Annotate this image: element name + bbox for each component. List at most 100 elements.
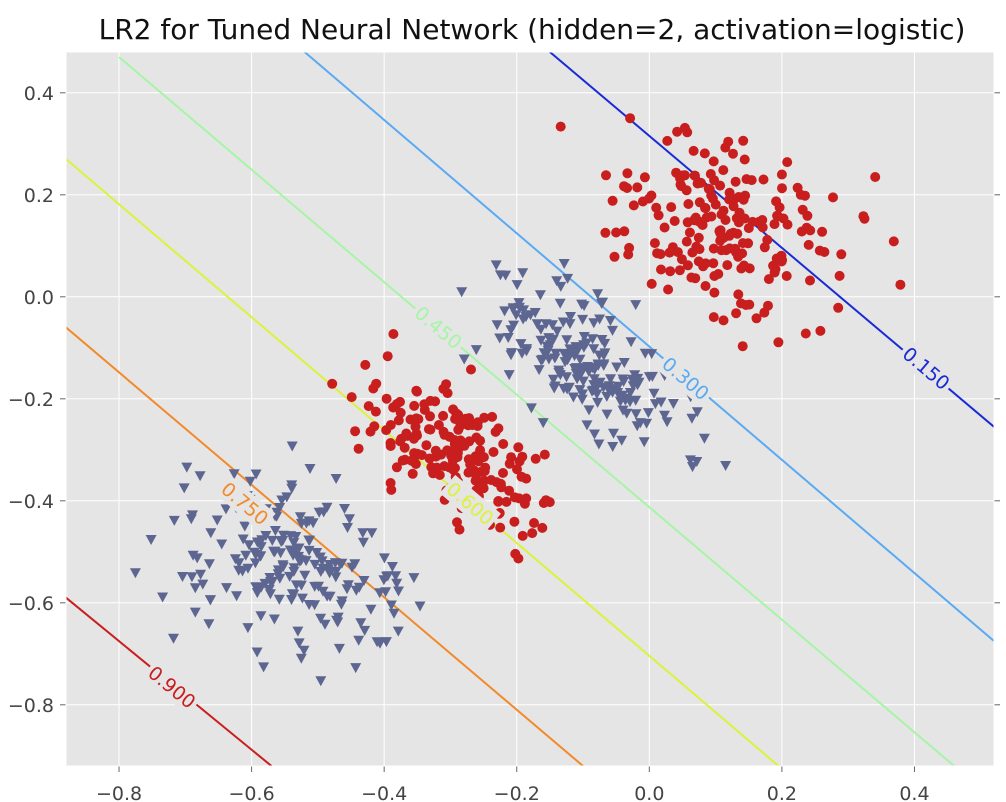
data-point-circle [663, 284, 674, 295]
data-point-circle [504, 485, 515, 496]
data-point-circle [513, 553, 524, 564]
data-point-triangle [359, 625, 371, 636]
data-point-triangle [129, 568, 141, 579]
data-point-triangle [357, 537, 369, 548]
data-point-triangle [554, 298, 566, 309]
data-point-circle [651, 202, 662, 213]
data-point-circle [395, 407, 406, 418]
data-point-triangle [355, 618, 367, 629]
data-point-triangle [295, 653, 307, 664]
data-point-circle [715, 235, 726, 246]
data-point-triangle [374, 588, 386, 599]
data-point-triangle [186, 572, 198, 583]
data-point-triangle [503, 370, 515, 381]
data-point-triangle [365, 604, 377, 615]
data-point-triangle [547, 374, 559, 385]
data-point-triangle [577, 376, 589, 387]
data-point-triangle [221, 583, 232, 594]
data-point-triangle [211, 515, 223, 526]
data-point-circle [450, 442, 461, 453]
data-point-triangle [490, 260, 502, 271]
data-point-triangle [549, 381, 561, 392]
data-point-circle [718, 205, 729, 216]
data-point-circle [490, 426, 501, 437]
data-point-triangle [598, 350, 610, 361]
data-point-triangle [181, 462, 193, 473]
data-point-triangle [540, 349, 552, 360]
data-point-triangle [557, 317, 569, 328]
data-point-triangle [505, 350, 517, 361]
data-point-triangle [277, 562, 289, 573]
data-point-triangle [604, 316, 616, 326]
data-point-circle [632, 182, 643, 193]
data-point-circle [757, 215, 768, 225]
data-point-circle [409, 400, 420, 411]
data-point-triangle [296, 593, 308, 604]
data-point-triangle [521, 344, 533, 355]
data-point-triangle [564, 319, 576, 330]
data-point-triangle [581, 420, 593, 431]
data-point-circle [708, 258, 719, 269]
x-tick-label: −0.4 [361, 783, 407, 802]
data-point-circle [514, 456, 525, 467]
data-point-triangle [187, 550, 199, 561]
data-point-circle [715, 228, 726, 239]
data-point-triangle [562, 273, 574, 284]
data-point-circle [391, 462, 402, 473]
data-point-circle [438, 410, 449, 421]
data-point-triangle [659, 410, 670, 421]
data-point-circle [781, 271, 792, 281]
data-point-circle [723, 136, 734, 147]
data-point-triangle [667, 399, 679, 409]
data-point-triangle [577, 389, 588, 400]
data-point-circle [649, 238, 660, 249]
data-point-triangle [589, 429, 600, 440]
data-point-circle [382, 351, 393, 362]
data-point-triangle [517, 268, 529, 279]
x-tick-label: −0.8 [96, 783, 142, 802]
data-point-circle [447, 455, 458, 466]
data-point-circle [350, 426, 361, 437]
data-point-circle [498, 468, 508, 478]
data-point-triangle [220, 504, 232, 515]
x-tick-label: 0.4 [899, 783, 929, 802]
data-point-triangle [313, 507, 325, 518]
data-point-circle [353, 443, 364, 454]
data-point-triangle [281, 492, 293, 503]
data-point-triangle [317, 586, 329, 597]
data-point-triangle [333, 643, 345, 654]
data-point-circle [709, 287, 720, 298]
data-point-circle [693, 232, 704, 243]
data-point-triangle [288, 566, 300, 577]
data-point-circle [759, 307, 770, 318]
data-point-circle [815, 325, 826, 336]
data-point-circle [674, 265, 685, 276]
data-point-triangle [330, 572, 342, 583]
data-point-circle [733, 289, 744, 300]
data-point-circle [730, 176, 741, 187]
data-point-circle [416, 450, 427, 461]
data-point-triangle [390, 571, 402, 582]
data-point-circle [346, 392, 357, 403]
data-point-circle [728, 201, 739, 212]
data-point-triangle [244, 476, 256, 487]
contour-label-gap [895, 339, 958, 397]
data-point-triangle [324, 560, 336, 570]
data-point-circle [475, 435, 486, 446]
data-point-circle [408, 433, 419, 444]
data-point-triangle [274, 503, 286, 513]
data-point-circle [817, 226, 828, 237]
data-point-circle [506, 452, 517, 463]
data-point-triangle [189, 607, 201, 618]
y-tick-label: −0.8 [8, 695, 54, 717]
y-tick-label: −0.2 [8, 389, 54, 411]
data-point-triangle [203, 559, 215, 570]
data-point-triangle [242, 563, 254, 574]
data-point-triangle [378, 553, 390, 564]
data-point-triangle [388, 608, 400, 619]
data-point-triangle [458, 354, 470, 365]
data-point-circle [619, 181, 629, 192]
data-point-triangle [638, 437, 650, 448]
data-point-triangle [588, 318, 600, 329]
